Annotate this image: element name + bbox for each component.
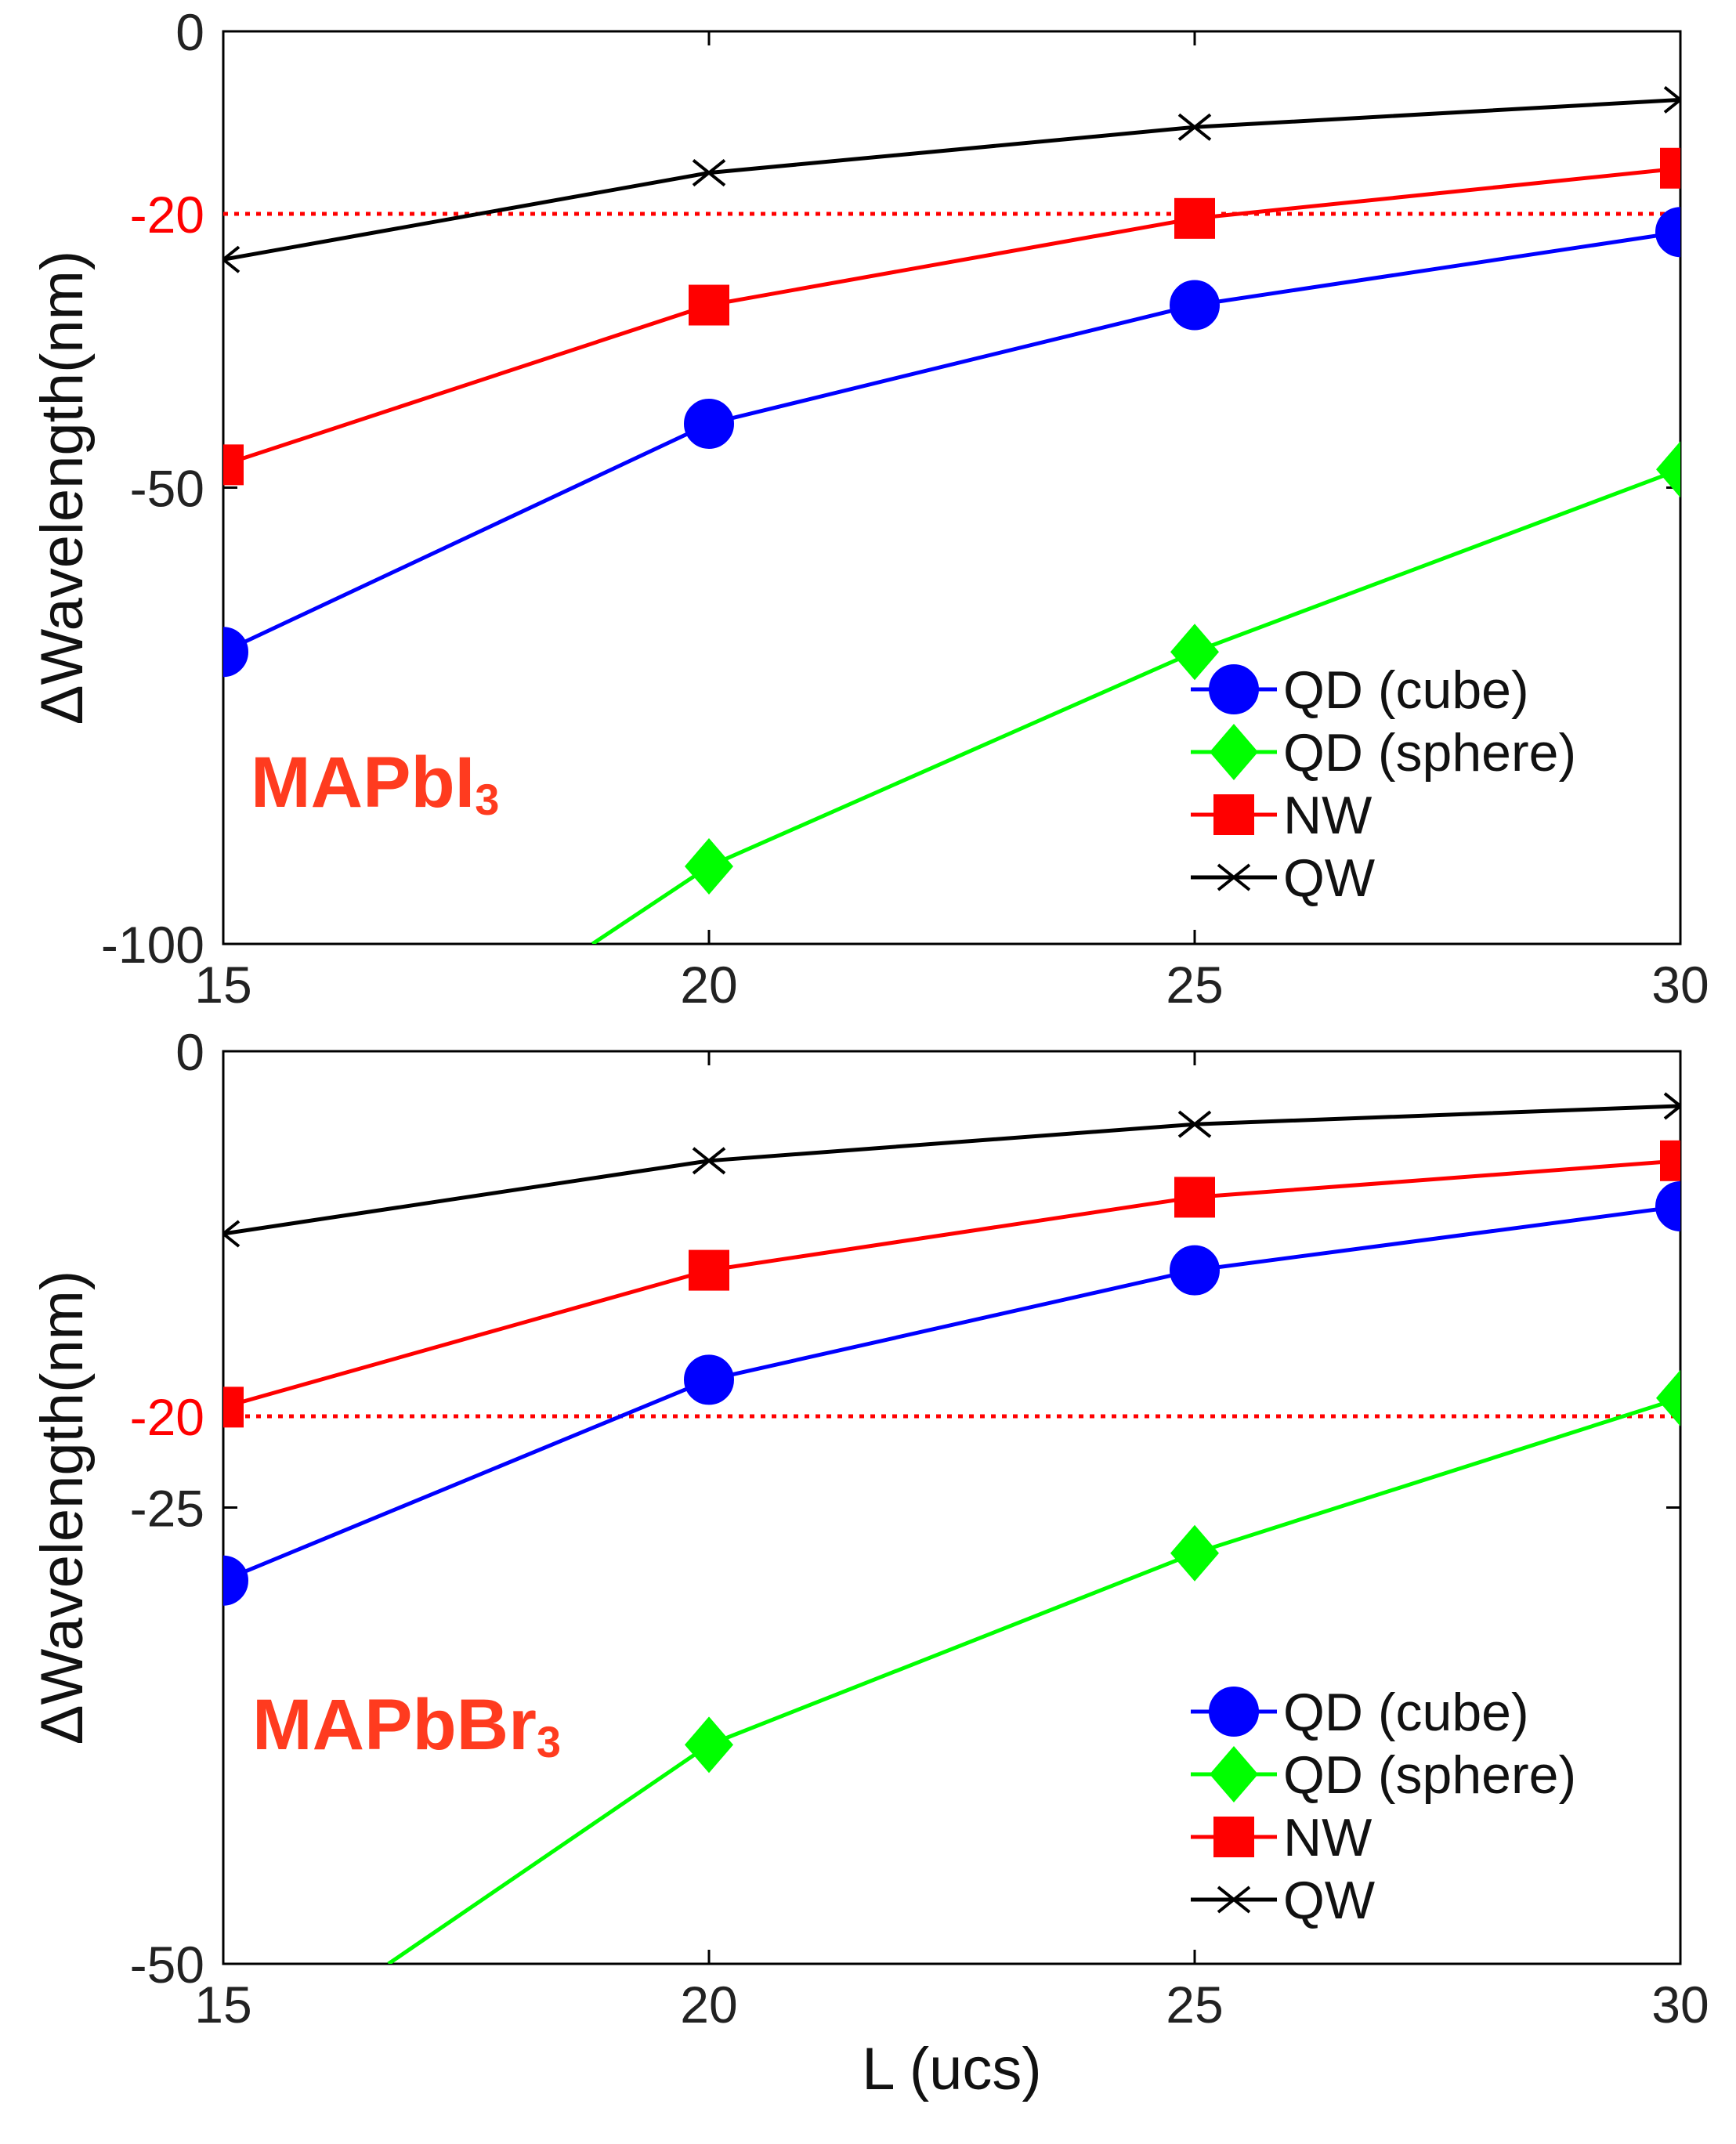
top-qd-sphere-point — [1656, 441, 1680, 498]
top-qd-sphere-point — [1170, 624, 1219, 681]
top-qd-cube-point — [684, 398, 734, 449]
top-legend-marker-qd-sphere — [1210, 724, 1258, 780]
top-legend-marker-qw — [1217, 863, 1251, 891]
top-x-tick-label: 15 — [194, 956, 251, 1014]
bottom-qd-cube-point — [223, 1555, 248, 1606]
bottom-legend-marker-qd-cube — [1209, 1687, 1259, 1737]
top-qd-sphere-point — [685, 837, 733, 895]
bottom-series-qd-cube — [223, 1181, 1680, 1606]
bottom-qw-point — [223, 1220, 241, 1248]
bottom-qd-sphere-line — [387, 1396, 1680, 1964]
bottom-legend-marker-qw — [1217, 1885, 1251, 1914]
top-nw-point — [223, 444, 244, 486]
top-qd-cube-point — [1655, 207, 1680, 258]
bottom-x-tick-label: 25 — [1166, 1976, 1223, 2034]
bottom-y-tick-label: 0 — [175, 1023, 204, 1081]
top-series-nw — [223, 147, 1680, 486]
top-qd-cube-point — [1170, 280, 1220, 331]
top-qd-cube-point — [223, 627, 248, 678]
top-nw-point — [1174, 197, 1215, 239]
top-series-qw — [223, 85, 1680, 273]
top-y-tick-label: 0 — [175, 3, 204, 61]
bottom-series-nw — [223, 1140, 1680, 1428]
bottom-qd-cube-point — [1655, 1181, 1680, 1232]
bottom-qw-point — [692, 1147, 726, 1175]
bottom-nw-line — [223, 1159, 1680, 1409]
bottom-legend-marker-qd-sphere — [1210, 1746, 1258, 1802]
top-legend-label-nw: NW — [1283, 786, 1372, 845]
bottom-qw-point — [1177, 1110, 1212, 1138]
top-material-label: MAPbI3 — [251, 743, 499, 824]
top-qw-point — [692, 159, 726, 187]
top-reference-label: -20 — [130, 186, 204, 244]
bottom-panel: 15 20 25 30 0 -25 -50 -20 ΔWavelength(nm) L (ucs)… — [29, 1023, 1709, 2102]
bottom-qd-sphere-point — [685, 1716, 733, 1773]
bottom-series-qd-sphere — [387, 1369, 1680, 1964]
bottom-legend-label-qd-cube: QD (cube) — [1283, 1683, 1529, 1742]
top-nw-point — [689, 284, 729, 326]
top-legend-marker-qd-cube — [1209, 664, 1259, 714]
top-qw-point — [1663, 85, 1680, 114]
top-series-qd-sphere — [591, 441, 1680, 944]
bottom-qd-sphere-point — [1170, 1524, 1219, 1582]
bottom-qd-cube-line — [223, 1204, 1680, 1583]
bottom-y-tick-label: -25 — [130, 1480, 204, 1538]
top-nw-point — [1660, 147, 1680, 189]
top-qw-line — [223, 97, 1680, 262]
bottom-x-tick-label: 20 — [680, 1976, 737, 2034]
bottom-legend-label-qd-sphere: QD (sphere) — [1283, 1745, 1576, 1805]
top-x-tick-label: 30 — [1651, 956, 1709, 1014]
top-qw-point — [1177, 113, 1212, 141]
top-x-tick-label: 20 — [680, 956, 737, 1014]
bottom-qw-line — [223, 1104, 1680, 1236]
top-legend-marker-nw — [1213, 794, 1254, 835]
top-qd-cube-line — [223, 230, 1680, 654]
bottom-legend-marker-nw — [1213, 1817, 1254, 1857]
bottom-material-label: MAPbBr3 — [252, 1685, 561, 1766]
bottom-qd-sphere-point — [1656, 1369, 1680, 1426]
bottom-qw-point — [1663, 1092, 1680, 1120]
top-legend-label-qd-sphere: QD (sphere) — [1283, 723, 1576, 783]
bottom-y-axis-label: ΔWavelength(nm) — [29, 1271, 96, 1744]
top-y-tick-label: -50 — [130, 460, 204, 518]
top-legend-label-qw: QW — [1283, 848, 1375, 908]
bottom-reference-label: -20 — [130, 1388, 204, 1446]
top-panel: 15 20 25 30 0 -50 -100 -20 ΔWavelength(nm) MAPbI3… — [29, 3, 1709, 1014]
bottom-nw-point — [1174, 1177, 1215, 1218]
bottom-x-axis-label: L (ucs) — [862, 2036, 1041, 2102]
top-qw-point — [223, 245, 241, 273]
top-series-qd-cube — [223, 207, 1680, 678]
bottom-y-tick-label: -50 — [130, 1936, 204, 1994]
bottom-qd-cube-point — [1170, 1245, 1220, 1296]
top-y-tick-label: -100 — [101, 916, 204, 974]
top-qd-sphere-line — [591, 467, 1680, 944]
top-x-tick-label: 25 — [1166, 956, 1223, 1014]
bottom-nw-point — [1660, 1140, 1680, 1181]
bottom-legend-label-qw: QW — [1283, 1871, 1375, 1930]
bottom-x-tick-label: 15 — [194, 1976, 251, 2034]
top-nw-line — [223, 166, 1680, 467]
bottom-x-tick-label: 30 — [1651, 1976, 1709, 2034]
bottom-qd-cube-point — [684, 1354, 734, 1405]
bottom-nw-point — [689, 1249, 729, 1291]
bottom-series-qw — [223, 1092, 1680, 1248]
top-y-axis-label: ΔWavelength(nm) — [29, 251, 96, 725]
bottom-legend-label-nw: NW — [1283, 1808, 1372, 1867]
bottom-nw-point — [223, 1387, 244, 1428]
top-legend-label-qd-cube: QD (cube) — [1283, 660, 1529, 720]
